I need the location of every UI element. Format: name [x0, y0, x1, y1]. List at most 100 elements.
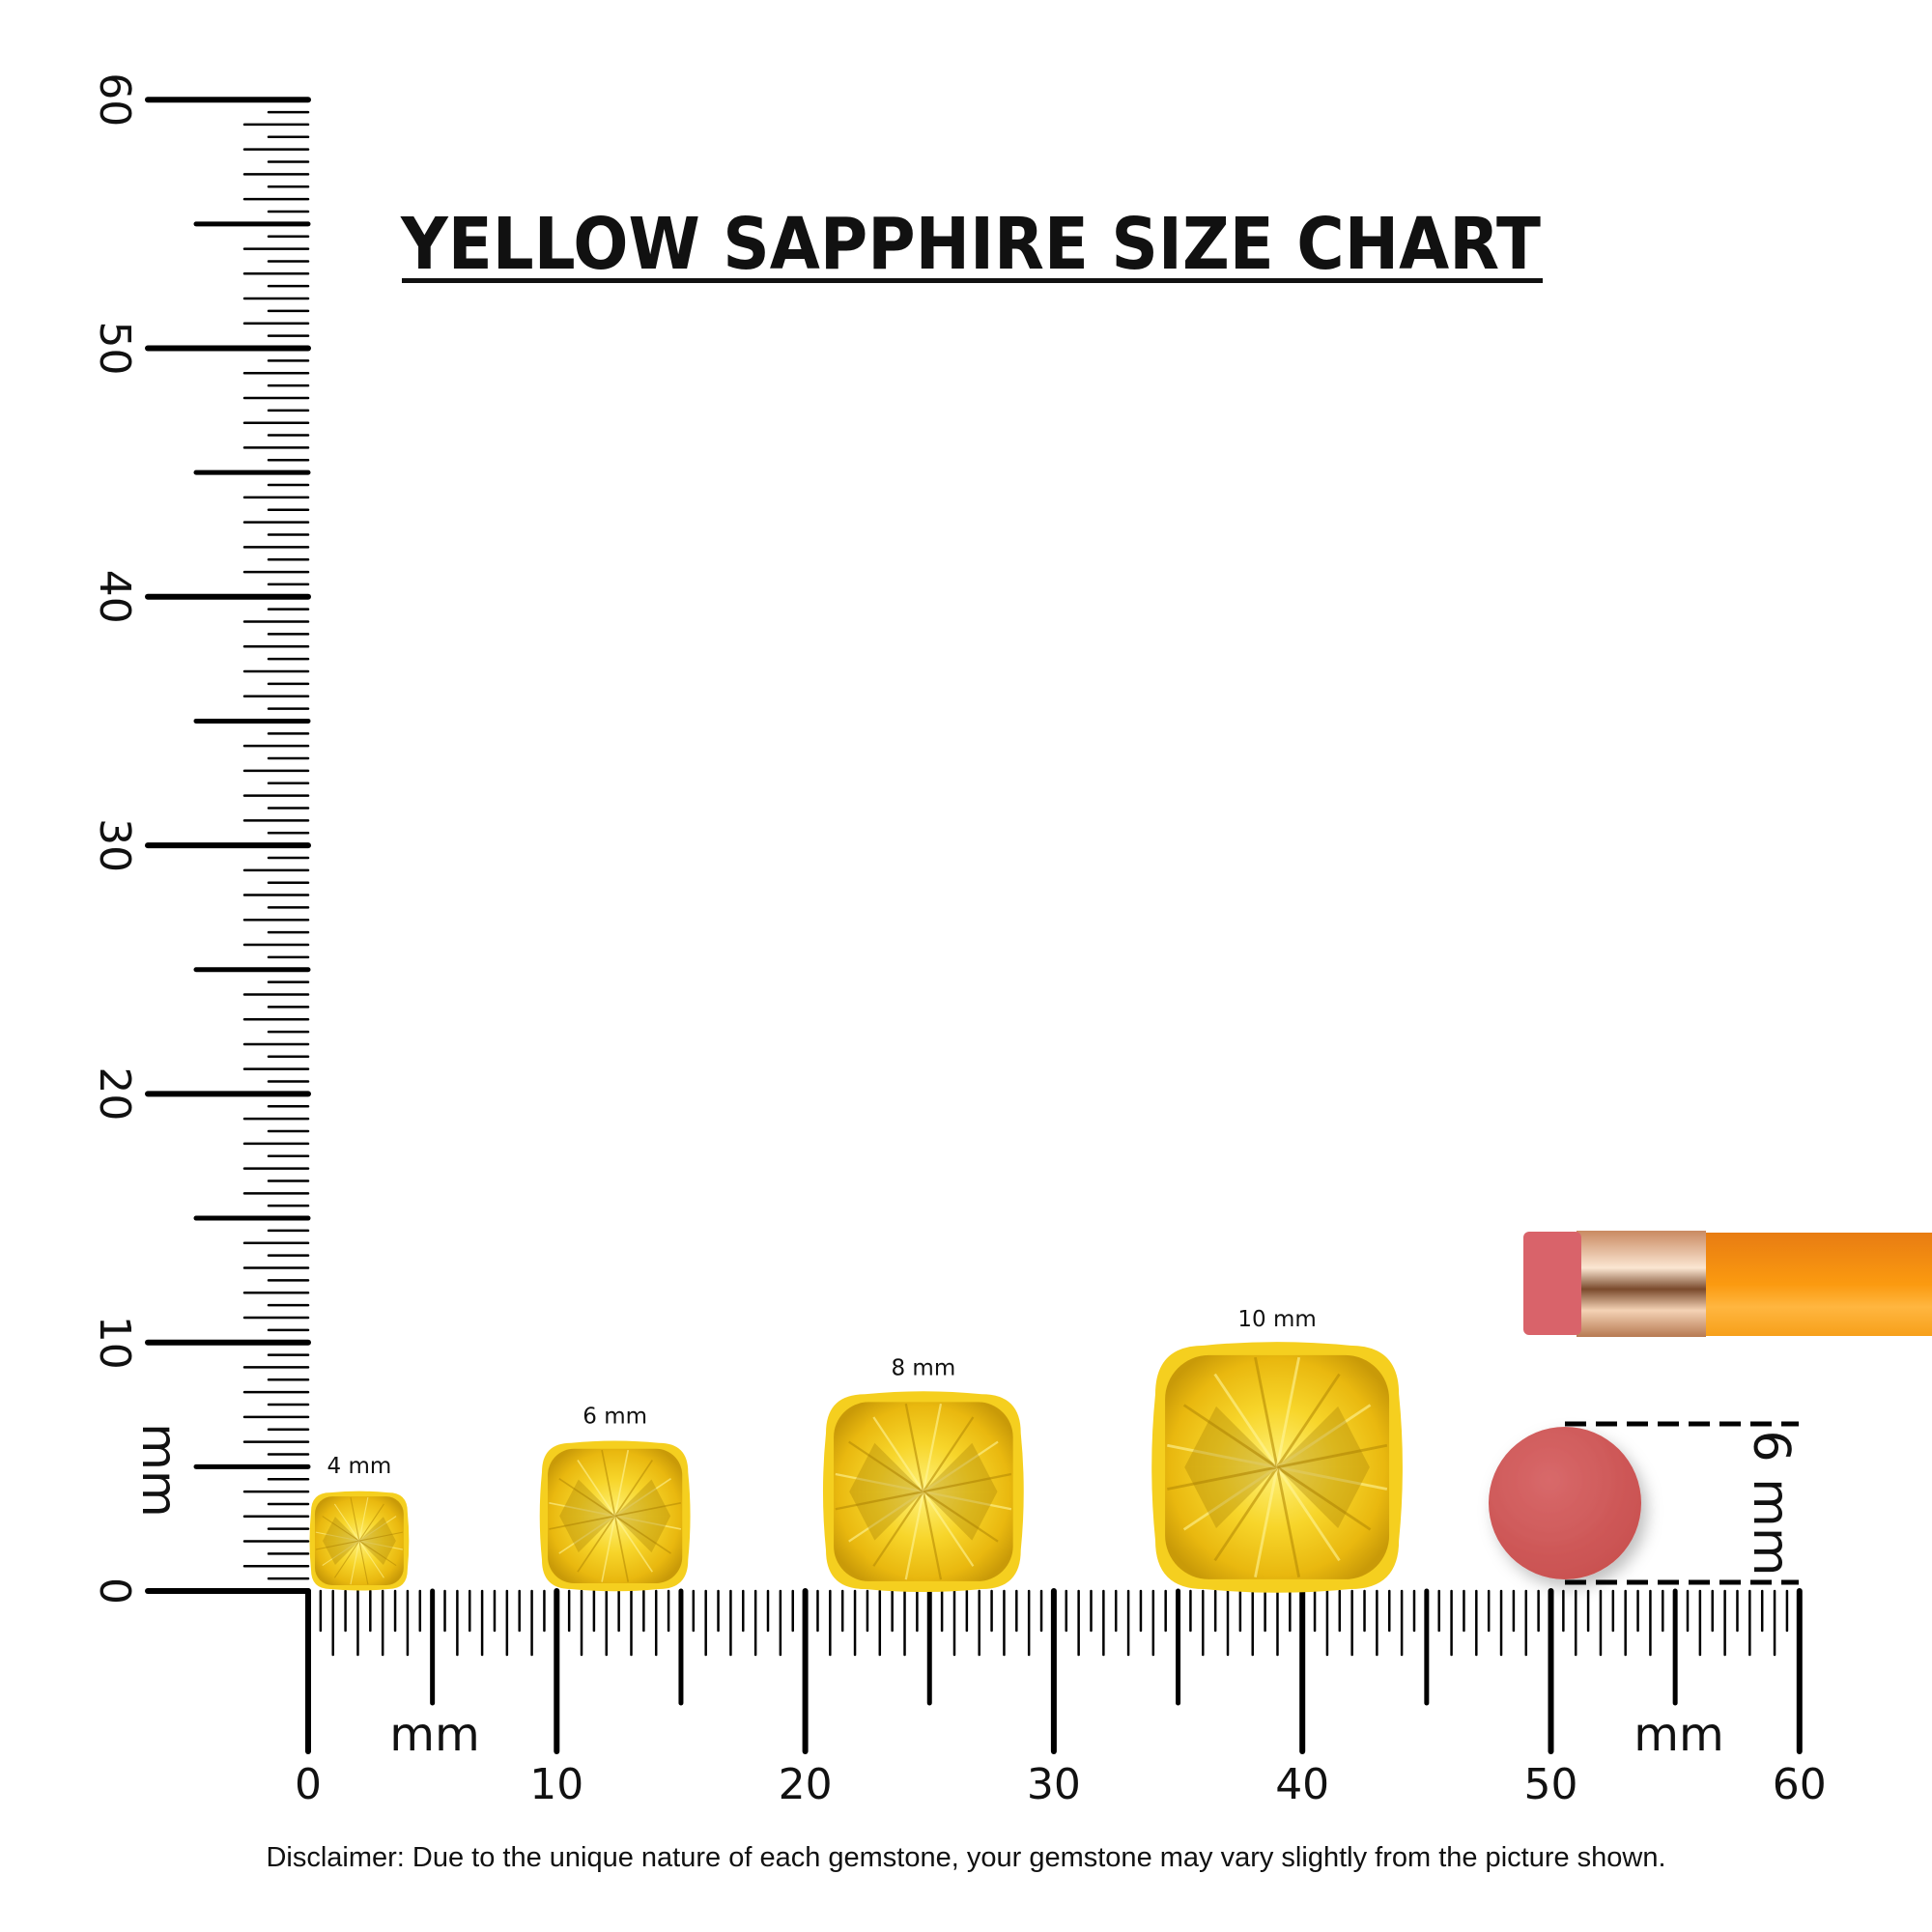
gem-facet: [614, 1477, 671, 1518]
gemstones: 4 mm 6 mm 8 mm 10 mm: [309, 1307, 1403, 1593]
gem-facet: [1254, 1356, 1279, 1468]
gem-facet: [614, 1516, 671, 1553]
y-tick-label: 30: [90, 818, 139, 872]
gem-facet: [1167, 1443, 1278, 1469]
gem-facet: [358, 1517, 396, 1542]
gem-facet: [835, 1472, 924, 1493]
gem-facet: [923, 1472, 1012, 1493]
x-tick-label: 30: [1027, 1760, 1081, 1809]
gem-facet: [1254, 1466, 1279, 1577]
gem-facet: [614, 1515, 671, 1554]
ruler-labels: 0 10 20 30 40 50 60 0 10 20 30 40 50 60: [90, 72, 1827, 1809]
gem-facet: [923, 1442, 998, 1492]
x-tick-label: 50: [1524, 1760, 1578, 1809]
gem-facet: [358, 1541, 396, 1566]
gem-facet: [1182, 1465, 1278, 1531]
gem-facet: [613, 1460, 654, 1517]
gem-facet: [923, 1492, 998, 1541]
gem-facet: [350, 1540, 360, 1585]
gem-facet: [923, 1491, 1012, 1511]
pencil: [1523, 1231, 1932, 1337]
x-tick-label: 10: [529, 1760, 583, 1809]
pencil-eraser: [1523, 1232, 1581, 1335]
gem-facet: [849, 1492, 923, 1541]
gem-facet: [1184, 1466, 1278, 1528]
gem-facet: [1276, 1465, 1388, 1491]
x-tick-label: 60: [1773, 1760, 1827, 1809]
title-underline: [402, 278, 1543, 283]
pencil-ferrule: [1577, 1231, 1706, 1337]
x-tick-label: 0: [295, 1760, 322, 1809]
y-axis-unit: mm: [131, 1423, 187, 1517]
gem-facet: [922, 1491, 943, 1580]
gem-facet: [614, 1501, 682, 1518]
gem-facet: [835, 1491, 924, 1511]
gem-facet: [358, 1516, 397, 1542]
eraser-reference: [1489, 1427, 1641, 1579]
gem-facet: [549, 1501, 615, 1518]
gem-facet: [549, 1515, 615, 1530]
gem-facet: [872, 1416, 924, 1492]
gem-facet: [322, 1516, 360, 1542]
gem-facet: [922, 1491, 975, 1567]
gem-facet: [849, 1442, 923, 1492]
gem-size-label: 6 mm: [582, 1405, 647, 1430]
gem-facet: [322, 1517, 359, 1542]
gem-facet: [322, 1540, 360, 1567]
gem-facet: [1182, 1404, 1278, 1469]
gem-facet: [614, 1515, 682, 1530]
gem-facet: [904, 1491, 924, 1580]
chart-title: YELLOW SAPPHIRE SIZE CHART: [400, 203, 1541, 286]
gem-facet: [872, 1491, 924, 1567]
gemstone-8mm: 8 mm: [822, 1355, 1024, 1593]
gem-facet: [358, 1540, 397, 1567]
gemstone-10mm: 10 mm: [1151, 1307, 1403, 1593]
gem-facet: [315, 1540, 360, 1550]
gemstone-6mm: 6 mm: [539, 1405, 691, 1592]
gem-facet: [1276, 1404, 1372, 1469]
gem-facet: [322, 1541, 359, 1566]
gem-size-label: 10 mm: [1237, 1307, 1316, 1332]
gem-facet: [315, 1531, 360, 1542]
disclaimer: Disclaimer: Due to the unique nature of …: [266, 1842, 1665, 1873]
gem-facet: [1184, 1406, 1278, 1467]
gem-facet: [1167, 1465, 1278, 1491]
gem-size-label: 8 mm: [891, 1355, 955, 1380]
gem-facet: [1213, 1466, 1279, 1562]
gem-facet: [558, 1477, 616, 1518]
gem-facet: [848, 1440, 924, 1493]
gem-facet: [577, 1515, 616, 1573]
gem-facet: [333, 1503, 360, 1542]
gem-facet: [1275, 1356, 1301, 1468]
gem-facet: [1275, 1466, 1341, 1562]
gem-facet: [922, 1416, 975, 1492]
x-axis-unit-right: mm: [1634, 1708, 1724, 1762]
gem-facet: [1277, 1406, 1370, 1467]
y-tick-label: 40: [90, 570, 139, 624]
x-tick-label: 40: [1275, 1760, 1329, 1809]
gem-facet: [848, 1491, 924, 1543]
gem-facet: [358, 1540, 404, 1550]
gem-facet: [333, 1540, 360, 1578]
gem-facet: [613, 1449, 630, 1517]
gem-facet: [1276, 1443, 1388, 1469]
gem-facet: [558, 1515, 616, 1554]
gem-facet: [923, 1491, 999, 1543]
gem-facet: [358, 1531, 404, 1542]
gem-facet: [358, 1503, 384, 1542]
gem-facet: [559, 1479, 615, 1517]
gem-facet: [350, 1496, 360, 1542]
y-tick-label: 0: [90, 1577, 139, 1605]
reference-label: 6 mm: [1742, 1431, 1800, 1577]
gem-facet: [601, 1449, 616, 1517]
y-tick-label: 20: [90, 1066, 139, 1121]
gem-facet: [358, 1496, 369, 1542]
gemstone-4mm: 4 mm: [309, 1454, 410, 1591]
y-tick-label: 50: [90, 322, 139, 376]
gem-facet: [1213, 1373, 1279, 1468]
gem-facet: [613, 1515, 654, 1573]
gem-facet: [577, 1460, 616, 1517]
gem-facet: [904, 1403, 924, 1492]
gem-facet: [1275, 1373, 1341, 1468]
